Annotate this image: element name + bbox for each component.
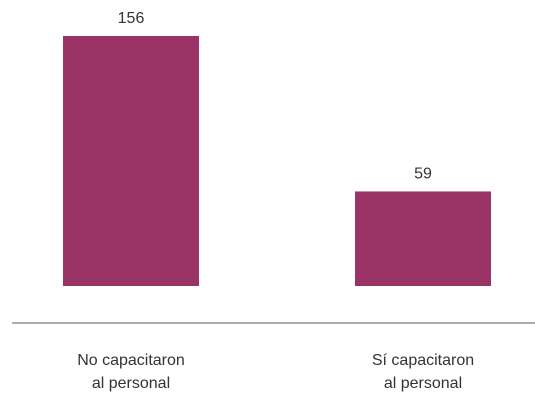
data-labels: 156 59 — [118, 10, 432, 182]
category-label-1-line-1: No capacitaron — [77, 352, 185, 369]
bar-2 — [355, 191, 491, 286]
data-label-2: 59 — [414, 165, 432, 182]
category-label-1-line-2: al personal — [92, 375, 170, 392]
bars — [63, 36, 491, 286]
data-label-1: 156 — [118, 10, 145, 27]
category-label-1: No capacitaron al personal — [77, 352, 185, 392]
bar-1 — [63, 36, 199, 286]
category-label-2: Sí capacitaron al personal — [372, 352, 474, 392]
category-label-2-line-2: al personal — [384, 375, 462, 392]
category-label-2-line-1: Sí capacitaron — [372, 352, 474, 369]
category-labels: No capacitaron al personal Sí capacitaron a… — [77, 352, 474, 392]
